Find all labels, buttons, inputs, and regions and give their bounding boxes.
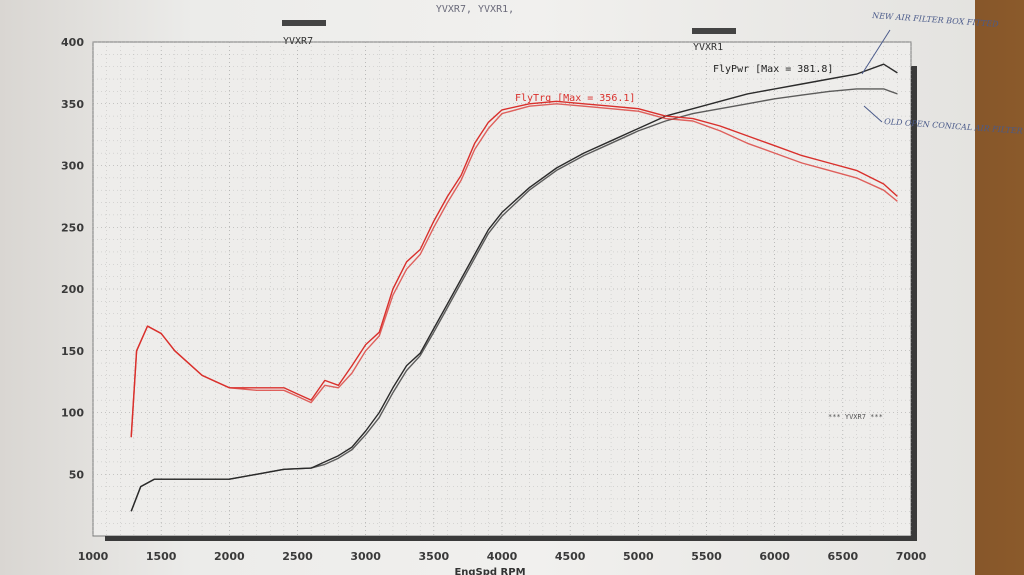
plot-shadow-bottom bbox=[105, 536, 917, 541]
torque-max-label: FlyTrq [Max = 356.1] bbox=[515, 93, 635, 104]
x-tick-label: 6500 bbox=[828, 550, 859, 563]
x-tick-label: 4000 bbox=[487, 550, 518, 563]
series-line-flytrq-yvxr7 bbox=[130, 100, 898, 438]
x-tick-label: 5500 bbox=[691, 550, 722, 563]
x-tick-label: 1000 bbox=[78, 550, 109, 563]
y-tick-label: 400 bbox=[61, 36, 84, 49]
y-tick-label: 200 bbox=[61, 283, 84, 296]
legend-swatch-right bbox=[692, 28, 736, 34]
x-tick-label: 2000 bbox=[214, 550, 245, 563]
x-tick-label: 2500 bbox=[282, 550, 313, 563]
y-tick-label: 100 bbox=[61, 407, 84, 420]
legend-label-left: YVXR7 bbox=[283, 36, 313, 47]
chart-title: YVXR7, YVXR1, bbox=[436, 4, 514, 15]
x-tick-label: 1500 bbox=[146, 550, 177, 563]
plot-shadow-right bbox=[911, 66, 917, 536]
x-tick-labels: 1000 1500 2000 2500 3000 3500 4000 4500 5000 5500… bbox=[78, 550, 927, 563]
x-axis-label: EngSpd RPM bbox=[454, 567, 525, 575]
x-tick-label: 5000 bbox=[623, 550, 654, 563]
grid bbox=[92, 41, 912, 536]
x-tick-label: 3500 bbox=[419, 550, 450, 563]
series-line-flytrq-yvxr1 bbox=[130, 103, 898, 438]
note-new-filter: NEW AIR FILTER BOX FITTED bbox=[871, 11, 1000, 29]
note-arrow-new bbox=[861, 29, 891, 75]
legend-swatch-left bbox=[282, 20, 326, 26]
note-arrow-old bbox=[863, 105, 883, 123]
x-tick-label: 3000 bbox=[350, 550, 381, 563]
x-tick-label: 7000 bbox=[896, 550, 927, 563]
legend-label-right: YVXR1 bbox=[693, 42, 723, 53]
y-tick-label: 300 bbox=[61, 160, 84, 173]
y-tick-label: 350 bbox=[61, 98, 84, 111]
y-tick-labels: 50 100 150 200 250 300 350 400 bbox=[61, 36, 84, 481]
series-tag: *** YVXR7 *** bbox=[828, 413, 883, 421]
series-line-flypwr-yvxr1 bbox=[130, 88, 898, 512]
y-tick-label: 50 bbox=[69, 468, 85, 481]
x-tick-label: 4500 bbox=[555, 550, 586, 563]
power-max-label: FlyPwr [Max = 381.8] bbox=[713, 64, 833, 75]
y-tick-label: 250 bbox=[61, 221, 84, 234]
x-tick-label: 6000 bbox=[759, 550, 790, 563]
series-layer bbox=[130, 63, 898, 512]
y-tick-label: 150 bbox=[61, 345, 84, 358]
